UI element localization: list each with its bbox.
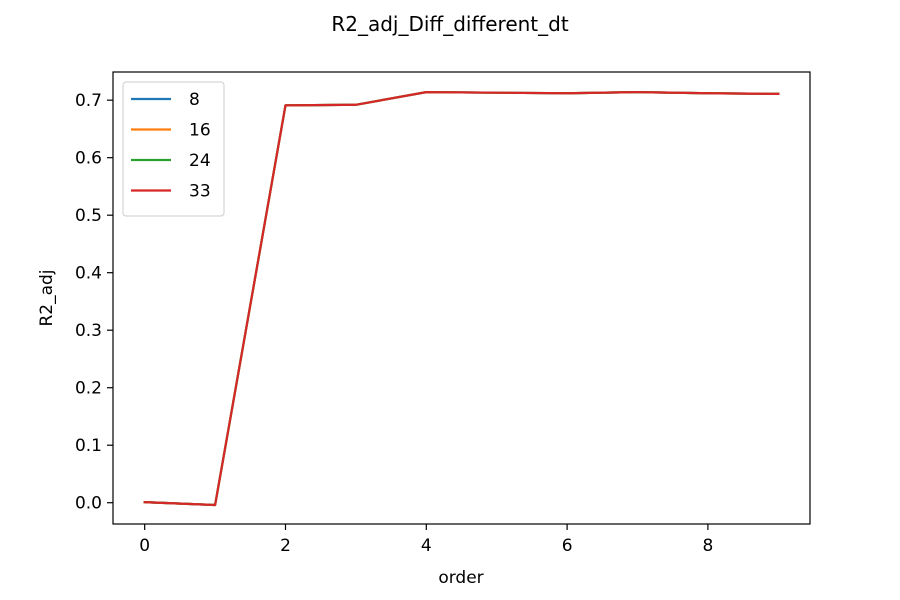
y-tick-label: 0.5 — [75, 206, 102, 226]
y-tick-label: 0.2 — [75, 379, 102, 399]
y-axis-label: R2_adj — [37, 269, 57, 326]
series-line-24 — [143, 91, 780, 507]
chart-title: R2_adj_Diff_different_dt — [331, 12, 569, 36]
y-tick-label: 0.3 — [75, 321, 102, 341]
x-tick-label: 2 — [280, 536, 291, 556]
x-tick-label: 0 — [139, 536, 150, 556]
legend-label: 16 — [189, 121, 211, 141]
y-tick-label: 0.1 — [75, 436, 102, 456]
legend-box — [122, 81, 225, 217]
x-tick-label: 6 — [562, 536, 573, 556]
plot-frame — [112, 71, 811, 525]
legend-label: 33 — [189, 182, 211, 202]
x-axis: 0 2 4 6 8 — [139, 524, 713, 556]
series-line-16 — [143, 91, 780, 507]
y-axis: 0.0 0.1 0.2 0.3 0.4 0.5 0.6 0.7 — [75, 91, 113, 514]
y-tick-label: 0.4 — [75, 264, 102, 284]
y-tick-label: 0.6 — [75, 149, 102, 169]
y-tick-label: 0.7 — [75, 91, 102, 111]
legend: 8 16 24 33 — [122, 81, 225, 217]
y-tick-label: 0.0 — [75, 494, 102, 514]
series-layer — [143, 91, 780, 507]
legend-label: 8 — [189, 90, 200, 110]
x-tick-label: 4 — [421, 536, 432, 556]
series-line-8 — [143, 91, 780, 507]
x-axis-label: order — [438, 568, 483, 588]
x-tick-label: 8 — [703, 536, 714, 556]
legend-label: 24 — [189, 151, 211, 171]
series-line-33 — [143, 91, 780, 507]
